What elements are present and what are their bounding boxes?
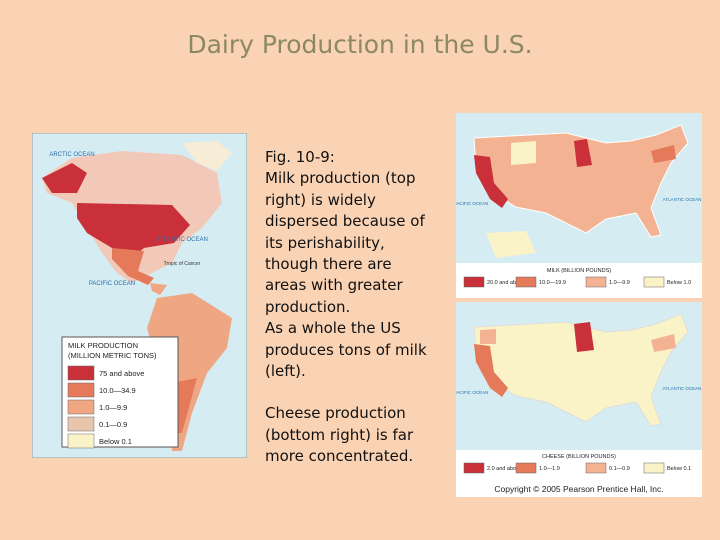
legend-label: Below 1.0 xyxy=(667,280,691,286)
legend-label: 20.0 and above xyxy=(487,280,525,286)
us-outline xyxy=(473,313,689,427)
legend-title: MILK (BILLION POUNDS) xyxy=(547,268,611,274)
legend-label: 75 and above xyxy=(99,369,144,378)
legend-label: 1.0—1.9 xyxy=(539,466,560,472)
milk-map: ATLANTIC OCEAN PACIFIC OCEAN MILK (BILLION… xyxy=(456,113,702,298)
legend-swatch xyxy=(585,462,607,474)
map-label: PACIFIC OCEAN xyxy=(89,281,135,287)
alaska xyxy=(42,163,87,193)
legend-swatch xyxy=(67,365,95,381)
legend-label: Below 0.1 xyxy=(99,437,132,446)
legend-label: 10.0—19.9 xyxy=(539,280,566,286)
state xyxy=(511,141,536,165)
legend-label: 1.0—9.9 xyxy=(609,280,630,286)
cheese-map: ATLANTIC OCEAN PACIFIC OCEAN CHEESE (BILLI… xyxy=(456,302,702,497)
legend-box xyxy=(456,450,702,497)
legend-swatch xyxy=(67,399,95,415)
map-label: ATLANTIC OCEAN xyxy=(663,386,702,391)
caption-line: As a whole the US produces tons of milk … xyxy=(265,319,427,381)
state xyxy=(651,334,676,352)
state xyxy=(474,344,508,397)
state xyxy=(651,145,676,163)
map-label: Tropic of Cancer xyxy=(164,261,201,267)
legend-swatch xyxy=(515,462,537,474)
state xyxy=(574,139,592,167)
map-label: ATLANTIC OCEAN xyxy=(663,197,702,202)
state xyxy=(474,155,508,208)
legend-title: MILK PRODUCTION xyxy=(68,341,138,350)
legend-swatch xyxy=(643,462,665,474)
map-label: PACIFIC OCEAN xyxy=(456,390,488,395)
central-america xyxy=(150,283,167,295)
legend-swatch xyxy=(585,276,607,288)
legend-label: 1.0—9.9 xyxy=(99,403,127,412)
legend-label: 0.1—0.9 xyxy=(99,420,127,429)
caption-line: Fig. 10-9: xyxy=(265,148,335,166)
legend-swatch xyxy=(67,416,95,432)
legend-label: Below 0.1 xyxy=(667,466,691,472)
slide-title: Dairy Production in the U.S. xyxy=(187,30,533,59)
legend-label: 2.0 and above xyxy=(487,466,522,472)
copyright: Copyright © 2005 Pearson Prentice Hall, … xyxy=(494,484,663,494)
legend-swatch xyxy=(515,276,537,288)
state xyxy=(480,329,496,344)
greenland xyxy=(182,141,232,171)
legend-swatch xyxy=(67,382,95,398)
alaska xyxy=(486,231,536,258)
map-label: PACIFIC OCEAN xyxy=(456,201,488,206)
map-label: ARCTIC OCEAN xyxy=(49,152,94,158)
caption: Fig. 10-9: Milk production (top right) i… xyxy=(265,147,433,468)
map-label: ATLANTIC OCEAN xyxy=(156,237,208,243)
legend-title: (MILLION METRIC TONS) xyxy=(68,351,157,360)
legend-label: 0.1—0.9 xyxy=(609,466,630,472)
mexico xyxy=(112,248,154,285)
legend-swatch xyxy=(67,433,95,449)
legend-swatch xyxy=(463,276,485,288)
legend-swatch xyxy=(643,276,665,288)
legend-label: 10.0—34.9 xyxy=(99,386,136,395)
state xyxy=(574,322,594,352)
caption-line: Milk production (top right) is widely di… xyxy=(265,169,425,316)
caption-line: Cheese production (bottom right) is far … xyxy=(265,404,414,466)
legend-title: CHEESE (BILLION POUNDS) xyxy=(542,454,616,460)
usa xyxy=(77,203,190,261)
world-map: ARCTIC OCEAN ATLANTIC OCEAN PACIFIC OCEAN T… xyxy=(32,133,247,458)
legend-swatch xyxy=(463,462,485,474)
